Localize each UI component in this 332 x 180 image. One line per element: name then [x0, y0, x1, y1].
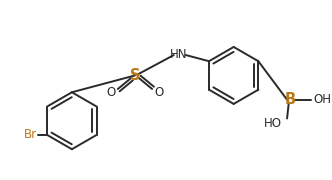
Text: O: O: [107, 86, 116, 99]
Text: HN: HN: [170, 48, 187, 61]
Text: S: S: [130, 68, 140, 83]
Text: HO: HO: [264, 116, 282, 129]
Text: OH: OH: [314, 93, 332, 106]
Text: B: B: [285, 92, 296, 107]
Text: O: O: [154, 86, 163, 99]
Text: Br: Br: [24, 129, 37, 141]
